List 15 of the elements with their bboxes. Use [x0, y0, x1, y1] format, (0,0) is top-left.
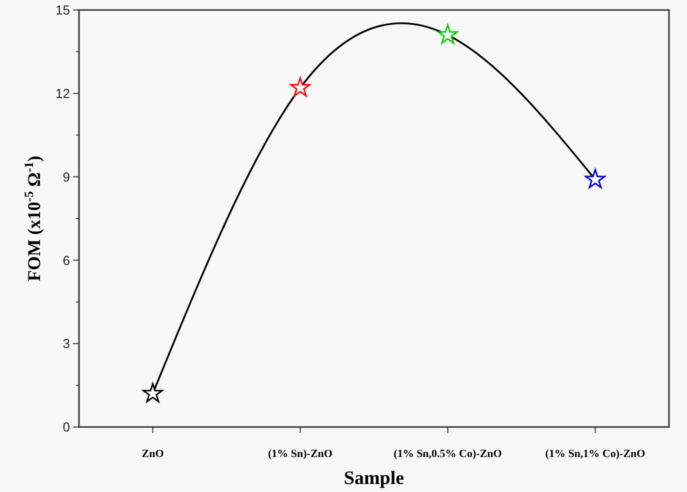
point: [142, 382, 163, 402]
point: [585, 168, 606, 188]
x-tick-label: ZnO: [142, 448, 164, 460]
y-tick-label: 0: [62, 420, 70, 435]
x-tick-label: (1% Sn,0.5% Co)-ZnO: [394, 448, 502, 460]
x-axis-title: Sample: [344, 468, 404, 489]
y-tick-label: 12: [56, 86, 70, 101]
point: [438, 24, 458, 44]
y-tick-label: 3: [62, 336, 70, 352]
x-tick-label: (1% Sn,1% Co)-ZnO: [545, 448, 646, 460]
y-tick-label: 6: [62, 252, 70, 268]
y-tick-label: 9: [62, 169, 70, 184]
point: [290, 77, 310, 97]
y-tick-label: 15: [56, 2, 70, 18]
x-tick-label: (1% Sn)-ZnO: [268, 448, 333, 460]
